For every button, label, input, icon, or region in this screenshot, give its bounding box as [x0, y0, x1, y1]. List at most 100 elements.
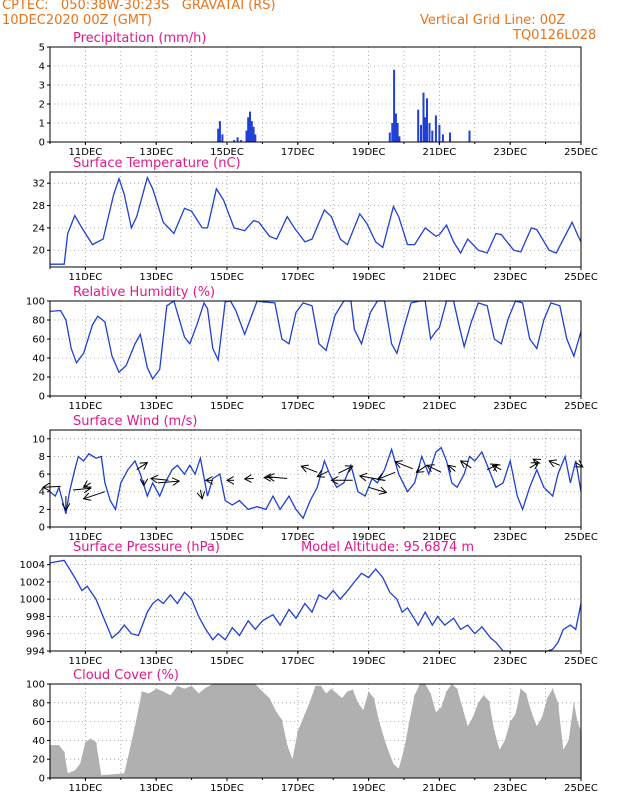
- cloud-bar: [254, 684, 256, 778]
- x-tick-label: 21DEC: [423, 783, 457, 794]
- wind-arrow: [84, 491, 106, 499]
- precip-bar: [245, 130, 248, 142]
- cloud-bar: [362, 710, 364, 778]
- cloud-bar: [373, 698, 375, 778]
- y-tick-label: 1: [39, 119, 45, 130]
- cloud-bar: [297, 731, 299, 778]
- wind-arrow: [84, 483, 91, 487]
- x-tick-label: 19DEC: [352, 656, 386, 667]
- x-tick-label: 11DEC: [69, 147, 103, 158]
- x-tick-label: 21DEC: [423, 401, 457, 412]
- wind-arrow: [493, 465, 502, 469]
- x-tick-label: 17DEC: [281, 401, 315, 412]
- precip-bar: [468, 130, 471, 142]
- cloud-bar: [541, 716, 543, 778]
- x-tick-label: 23DEC: [493, 783, 527, 794]
- x-tick-label: 17DEC: [281, 272, 315, 283]
- x-tick-label: 11DEC: [69, 272, 103, 283]
- cloud-bar: [440, 707, 442, 778]
- humidity-title: Relative Humidity (%): [73, 285, 215, 300]
- x-tick-label: 25DEC: [564, 272, 598, 283]
- precipitation-title: Precipitation (mm/h): [73, 31, 206, 46]
- x-tick-label: 21DEC: [423, 656, 457, 667]
- cloud-bar: [499, 749, 501, 778]
- cloud-bar: [573, 702, 575, 778]
- panel-frame: [49, 429, 582, 528]
- cloud-bar: [509, 721, 511, 778]
- precip-bar: [428, 123, 431, 142]
- precip-bar: [396, 123, 399, 142]
- precip-bar: [417, 109, 420, 142]
- precip-bar: [393, 69, 396, 142]
- panel-cloud-cover: 0 20 40 60 80 100 11DEC 13DEC 15DEC 17DEC 19DEC 21D…: [26, 668, 598, 794]
- x-tick-label: 23DEC: [493, 147, 527, 158]
- x-tick-label: 17DEC: [281, 147, 315, 158]
- y-tick-label: 2: [39, 100, 45, 111]
- wind-arrow: [529, 463, 539, 468]
- panel-frame: [49, 683, 582, 779]
- cloud-bar: [261, 691, 263, 778]
- panel-humidity: 0 20 40 60 80 100 11DEC 13DEC 15DEC 17DEC 19DEC 21D…: [26, 285, 598, 412]
- y-tick-label: 6: [39, 470, 45, 481]
- cloud-bar: [403, 749, 405, 778]
- cloud-bar: [525, 693, 527, 778]
- cloud-bar: [385, 745, 387, 778]
- cloud-bar: [461, 707, 463, 778]
- x-tick-label: 11DEC: [69, 783, 103, 794]
- wind-arrow: [338, 466, 353, 474]
- x-tick-label: 11DEC: [69, 656, 103, 667]
- header-date: 10DEC2020 00Z (GMT): [2, 13, 153, 28]
- y-tick-label: 24: [32, 223, 45, 234]
- x-tick-label: 15DEC: [210, 401, 244, 412]
- header-model-id: TQ0126L028: [513, 28, 597, 43]
- panel-pressure: 994 996 998 1000 1002 1004 11DEC 13DEC 15DEC 17DE…: [20, 540, 598, 667]
- x-tick-label: 25DEC: [564, 532, 598, 543]
- cloud-bar: [419, 684, 421, 778]
- x-tick-label: 19DEC: [352, 401, 386, 412]
- y-tick-label: 100: [26, 680, 45, 691]
- y-tick-label: 40: [32, 354, 45, 365]
- x-tick-label: 19DEC: [352, 783, 386, 794]
- x-tick-label: 25DEC: [564, 401, 598, 412]
- x-tick-label: 25DEC: [564, 656, 598, 667]
- cloud-bar: [162, 691, 164, 778]
- cloud-bar: [493, 731, 495, 778]
- precip-bar: [240, 140, 243, 142]
- cloud-bar: [568, 740, 570, 778]
- y-tick-label: 10: [32, 434, 45, 445]
- cloud-bar: [408, 721, 410, 778]
- y-tick-label: 4: [39, 487, 45, 498]
- precip-bar: [438, 124, 441, 142]
- wind-arrow: [461, 461, 472, 469]
- precip-bar: [431, 130, 434, 142]
- temperature-line: [50, 175, 582, 265]
- cloud-bar: [330, 688, 332, 778]
- cloud-bar: [268, 698, 271, 778]
- x-tick-label: 15DEC: [210, 272, 244, 283]
- cloud-bar: [530, 712, 532, 778]
- cloud-bar: [504, 740, 506, 778]
- cloud-bar: [576, 721, 579, 778]
- y-tick-label: 60: [32, 335, 45, 346]
- cloud-bar: [90, 738, 92, 778]
- cloud-bar: [424, 684, 426, 778]
- cloud-bar: [429, 693, 432, 778]
- precip-bar: [426, 98, 428, 142]
- y-tick-label: 996: [26, 629, 45, 640]
- cloud-bar: [414, 695, 416, 778]
- cloud-bar: [233, 684, 235, 778]
- x-tick-label: 17DEC: [281, 783, 315, 794]
- cloud-bar: [63, 751, 65, 778]
- wind-arrow: [157, 481, 179, 483]
- cloud-bar: [191, 685, 193, 778]
- x-tick-label: 11DEC: [69, 401, 103, 412]
- panel-precipitation: 0 1 2 3 4 5 11DEC 13DEC 15DEC 17DEC 19DEC 21DEC 23DE…: [39, 31, 598, 158]
- cloud-bar: [546, 698, 548, 778]
- cloud-bar: [520, 688, 522, 778]
- x-tick-label: 23DEC: [493, 272, 527, 283]
- cloud-bar: [291, 759, 294, 778]
- x-tick-label: 11DEC: [69, 532, 103, 543]
- cloud-bar: [392, 763, 394, 778]
- wind-arrow: [549, 461, 560, 465]
- cloud-bar: [398, 768, 400, 778]
